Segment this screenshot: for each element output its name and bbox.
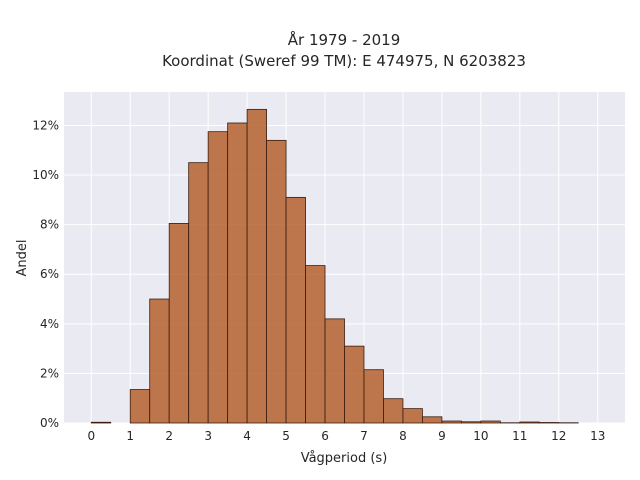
x-tick-label: 7	[360, 429, 368, 443]
histogram-bar	[129, 389, 151, 424]
y-axis-label: Andel	[15, 240, 30, 277]
x-tick-label: 13	[590, 429, 605, 443]
histogram-bars	[90, 108, 579, 424]
histogram-bar	[90, 421, 112, 424]
y-tick-label: 8%	[40, 218, 59, 232]
histogram-bar	[227, 122, 248, 424]
x-tick-label: 5	[282, 429, 290, 443]
histogram-bar	[460, 421, 482, 424]
y-tick-label: 12%	[32, 118, 59, 132]
histogram-bar	[266, 139, 287, 424]
x-tick-label: 2	[165, 429, 173, 443]
histogram-bar	[383, 398, 404, 424]
histogram-bar	[207, 131, 229, 424]
histogram-bar	[324, 318, 345, 424]
histogram-bar	[168, 223, 190, 424]
histogram-bar	[246, 108, 267, 424]
x-tick-label: 1	[126, 429, 134, 443]
x-tick-label: 9	[438, 429, 446, 443]
histogram-bar	[422, 416, 443, 424]
x-axis-label: Vågperiod (s)	[301, 451, 388, 466]
histogram-bar	[480, 420, 501, 424]
x-tick-label: 11	[512, 429, 527, 443]
x-tick-labels: 0 1 2 3 4 5 6 7 8 9 10 11 12 13	[87, 429, 605, 443]
chart-title-line-1: År 1979 - 2019	[288, 30, 401, 49]
x-tick-label: 12	[551, 429, 566, 443]
histogram-bar	[188, 162, 209, 424]
y-tick-labels: 0% 2% 4% 6% 8% 10% 12%	[32, 118, 59, 430]
x-tick-label: 3	[204, 429, 212, 443]
x-tick-label: 0	[87, 429, 95, 443]
y-tick-label: 0%	[40, 416, 59, 430]
histogram-bar	[305, 265, 326, 424]
y-tick-label: 6%	[40, 267, 59, 281]
y-tick-label: 2%	[40, 366, 59, 380]
x-tick-label: 10	[473, 429, 488, 443]
y-tick-label: 4%	[40, 317, 59, 331]
x-tick-label: 6	[321, 429, 329, 443]
x-tick-label: 8	[399, 429, 407, 443]
histogram-bar	[519, 421, 540, 424]
chart-title-line-2: Koordinat (Sweref 99 TM): E 474975, N 62…	[162, 52, 526, 70]
histogram-bar	[402, 408, 423, 424]
histogram-bar	[285, 196, 306, 424]
histogram-bar	[149, 298, 170, 424]
histogram-bar	[363, 369, 384, 424]
x-tick-label: 4	[243, 429, 251, 443]
histogram-bar	[344, 345, 365, 424]
y-tick-label: 10%	[32, 168, 59, 182]
histogram-bar	[441, 420, 462, 424]
